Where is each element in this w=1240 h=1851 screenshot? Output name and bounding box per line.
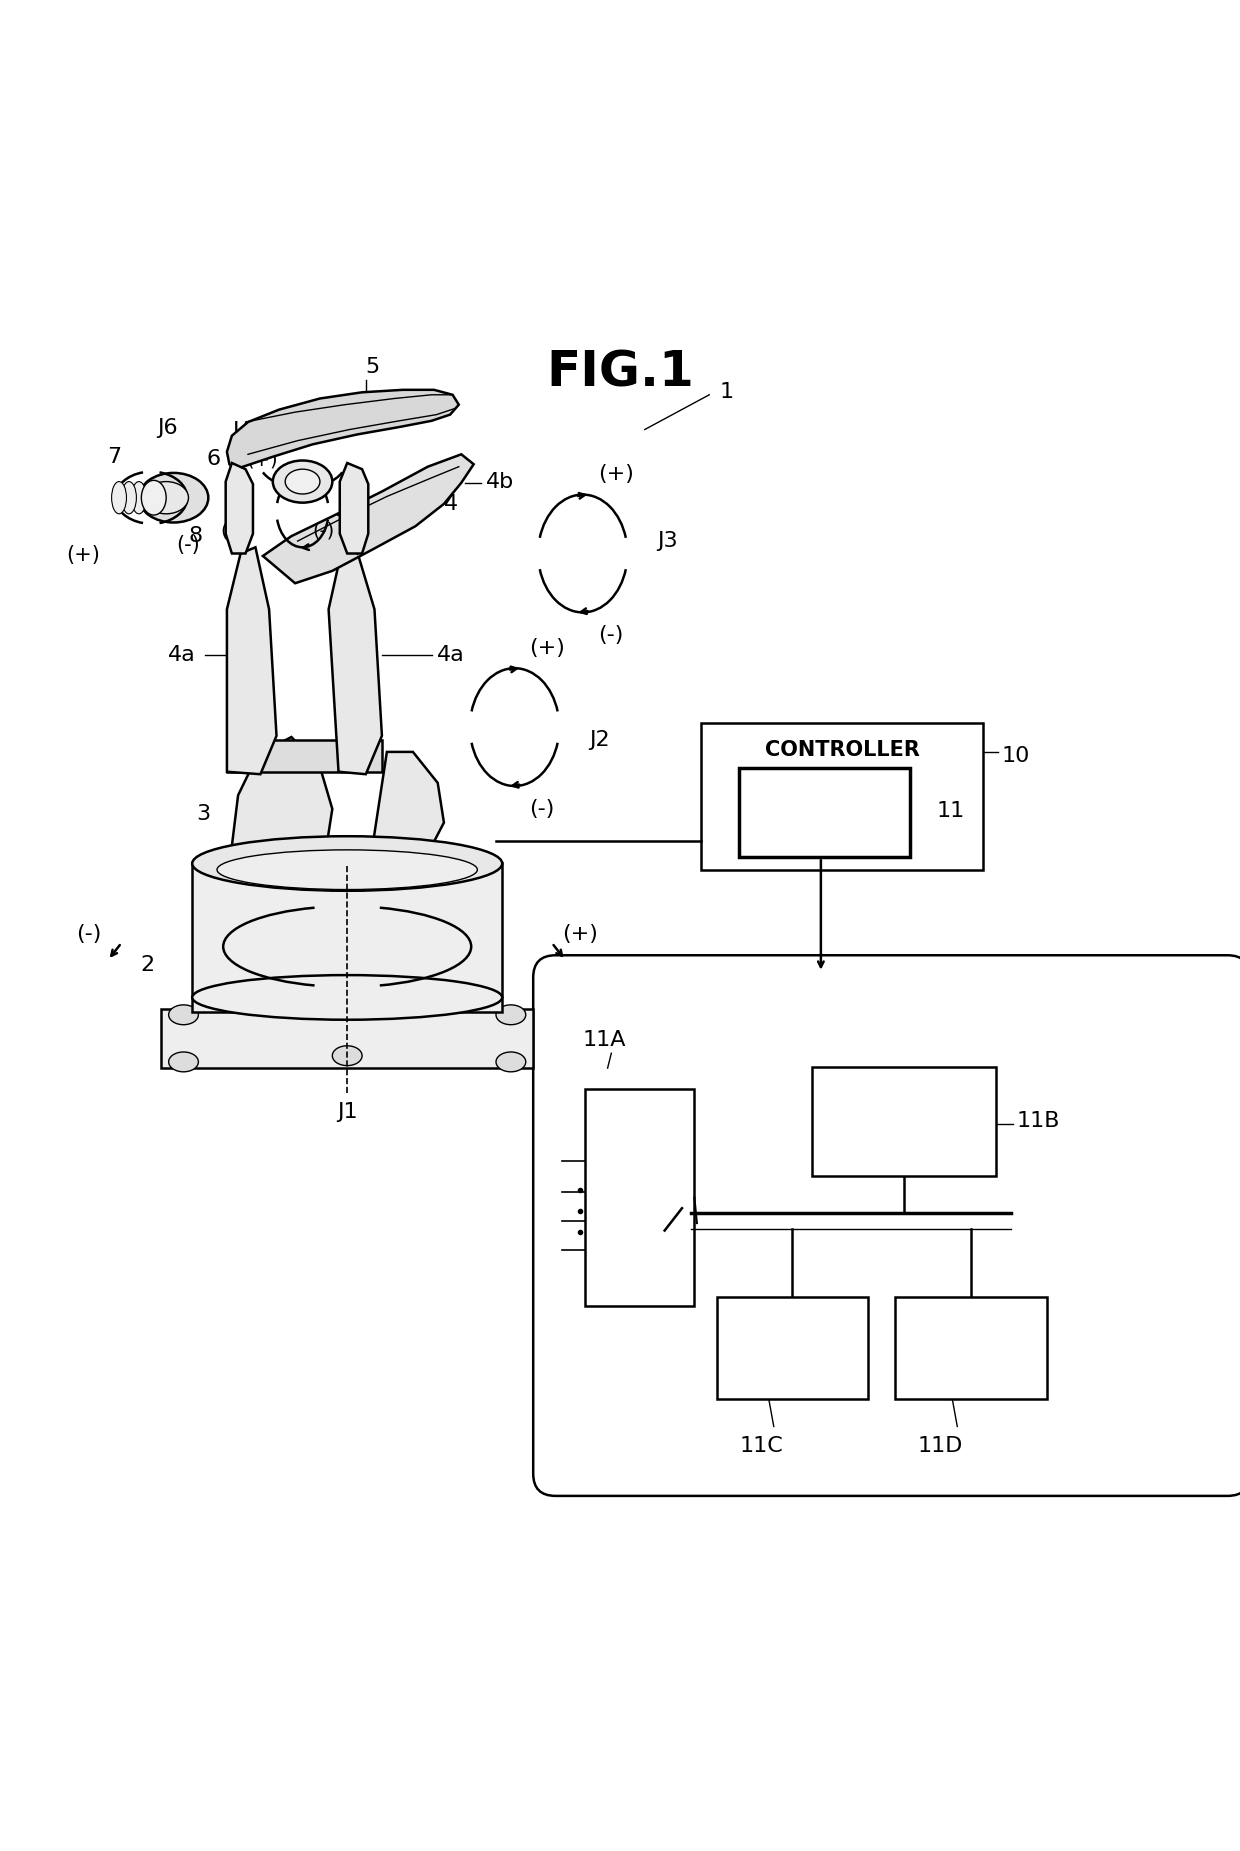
- Text: (+): (+): [529, 637, 565, 657]
- Text: (-): (-): [598, 626, 622, 646]
- Text: 10: 10: [1002, 746, 1030, 766]
- Text: 6: 6: [207, 450, 221, 470]
- Text: 3: 3: [197, 803, 211, 824]
- Text: (+): (+): [246, 450, 278, 468]
- Polygon shape: [340, 463, 368, 553]
- Text: 7: 7: [108, 446, 122, 466]
- Text: J6: J6: [157, 418, 179, 439]
- Text: (-): (-): [176, 535, 201, 555]
- Text: (+): (+): [563, 924, 598, 944]
- Text: FIG.1: FIG.1: [546, 348, 694, 396]
- Text: J1: J1: [337, 1101, 357, 1122]
- Bar: [585, 1088, 694, 1307]
- Ellipse shape: [496, 1051, 526, 1072]
- Bar: [192, 864, 502, 1012]
- Polygon shape: [229, 737, 332, 874]
- Ellipse shape: [169, 1051, 198, 1072]
- Ellipse shape: [192, 837, 502, 890]
- Text: (-): (-): [312, 522, 335, 540]
- Polygon shape: [227, 548, 277, 774]
- Text: J5: J5: [337, 496, 358, 516]
- Ellipse shape: [273, 461, 332, 503]
- Text: 4: 4: [444, 494, 458, 515]
- Ellipse shape: [285, 468, 320, 494]
- Text: CONTROLLER: CONTROLLER: [765, 740, 919, 759]
- FancyBboxPatch shape: [533, 955, 1240, 1496]
- Bar: [717, 1298, 868, 1399]
- Text: CONTROL
UNIT: CONTROL UNIT: [773, 792, 877, 835]
- Text: I/O: I/O: [622, 1188, 657, 1207]
- Text: J4: J4: [232, 420, 253, 441]
- Text: 4a: 4a: [436, 646, 464, 665]
- Text: 11A: 11A: [583, 1029, 626, 1050]
- Ellipse shape: [112, 481, 126, 515]
- Ellipse shape: [192, 975, 502, 1020]
- Ellipse shape: [131, 481, 146, 515]
- Text: CPU: CPU: [879, 1111, 929, 1131]
- Polygon shape: [226, 463, 253, 553]
- Text: 4b: 4b: [486, 472, 515, 492]
- Text: 4a: 4a: [169, 646, 196, 665]
- Text: (-): (-): [77, 924, 102, 944]
- Ellipse shape: [217, 850, 477, 890]
- Bar: [161, 1009, 533, 1068]
- Polygon shape: [263, 453, 474, 583]
- Ellipse shape: [139, 472, 208, 522]
- Ellipse shape: [169, 1005, 198, 1025]
- Text: J3: J3: [657, 531, 678, 552]
- Ellipse shape: [122, 481, 136, 515]
- Text: 2: 2: [141, 955, 155, 975]
- Text: J2: J2: [589, 729, 610, 750]
- Text: 11B: 11B: [1017, 1111, 1060, 1131]
- Text: (+): (+): [598, 465, 634, 485]
- Polygon shape: [227, 740, 382, 772]
- Bar: [812, 1066, 996, 1175]
- Text: (-): (-): [529, 800, 554, 818]
- Text: 11C: 11C: [739, 1436, 784, 1457]
- Polygon shape: [370, 752, 444, 874]
- Text: RAM: RAM: [942, 1338, 999, 1359]
- Ellipse shape: [496, 1005, 526, 1025]
- Polygon shape: [227, 391, 459, 468]
- Text: 11: 11: [936, 801, 965, 822]
- Text: (+): (+): [66, 544, 100, 565]
- Text: 1: 1: [719, 383, 733, 402]
- Bar: [701, 724, 983, 870]
- Text: (-): (-): [221, 522, 243, 540]
- Text: 8: 8: [188, 526, 202, 546]
- Ellipse shape: [144, 481, 188, 515]
- Text: 11D: 11D: [918, 1436, 962, 1457]
- Bar: [739, 768, 910, 857]
- Text: 5: 5: [365, 357, 379, 378]
- Ellipse shape: [141, 481, 166, 515]
- Polygon shape: [329, 548, 382, 774]
- Text: (+): (+): [284, 407, 317, 428]
- Ellipse shape: [332, 1046, 362, 1066]
- Text: ROM: ROM: [764, 1338, 821, 1359]
- Bar: [895, 1298, 1047, 1399]
